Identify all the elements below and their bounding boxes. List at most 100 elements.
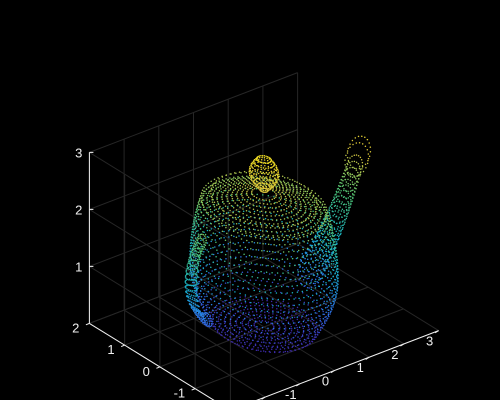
data-point: [196, 242, 198, 245]
data-point: [337, 280, 339, 282]
data-point: [295, 204, 297, 207]
data-point: [356, 174, 358, 177]
data-point: [196, 271, 198, 274]
data-point: [270, 178, 272, 180]
data-point: [276, 210, 279, 213]
data-point: [200, 258, 202, 261]
data-point: [345, 203, 347, 206]
data-point: [256, 177, 259, 180]
data-point: [207, 251, 210, 253]
data-point: [321, 277, 324, 279]
data-point: [299, 200, 302, 203]
data-point: [286, 285, 288, 288]
data-point: [296, 181, 298, 183]
data-point: [264, 205, 266, 208]
data-point: [245, 210, 248, 212]
data-point: [237, 279, 239, 281]
data-point: [191, 265, 194, 268]
data-point: [272, 298, 274, 301]
data-point: [243, 298, 246, 301]
data-point: [253, 324, 255, 327]
data-point: [236, 199, 238, 201]
data-point: [231, 326, 234, 329]
data-point: [242, 319, 245, 321]
data-point: [210, 187, 213, 189]
data-point: [271, 225, 274, 227]
data-point: [318, 279, 320, 281]
data-point: [200, 197, 202, 200]
data-point: [243, 263, 246, 266]
data-point: [347, 178, 349, 181]
data-point: [290, 202, 292, 204]
data-point: [287, 302, 289, 304]
data-point: [301, 261, 304, 264]
data-point: [273, 168, 276, 170]
data-point: [254, 182, 256, 185]
data-point: [234, 257, 237, 260]
data-point: [364, 136, 366, 139]
data-point: [295, 237, 297, 240]
data-point: [209, 315, 211, 318]
data-point: [359, 173, 362, 175]
data-point: [331, 199, 334, 202]
data-point: [214, 246, 216, 248]
data-point: [196, 212, 199, 215]
data-point: [317, 329, 319, 331]
data-point: [196, 206, 199, 208]
data-point: [342, 184, 345, 186]
data-point: [303, 190, 305, 193]
data-point: [314, 234, 317, 237]
data-point: [313, 249, 315, 252]
data-point: [246, 308, 249, 310]
data-point: [299, 227, 301, 230]
data-point: [198, 257, 200, 259]
data-point: [358, 177, 360, 180]
data-point: [332, 198, 335, 201]
data-point: [244, 267, 246, 270]
data-point: [217, 277, 220, 280]
data-point: [297, 244, 299, 247]
data-point: [286, 247, 289, 250]
data-point: [298, 209, 301, 212]
data-point: [204, 288, 206, 290]
data-point: [293, 298, 295, 300]
data-point: [197, 223, 200, 226]
data-point: [216, 330, 219, 332]
data-point: [251, 183, 253, 186]
data-point: [302, 278, 305, 281]
data-point: [187, 290, 189, 292]
data-point: [297, 321, 300, 324]
data-point: [237, 183, 240, 186]
data-point: [242, 325, 244, 327]
data-point: [303, 285, 305, 288]
data-point: [300, 205, 302, 207]
data-point: [318, 231, 320, 233]
data-point: [273, 170, 275, 173]
data-point: [334, 299, 336, 302]
data-point: [196, 270, 199, 273]
data-point: [194, 292, 197, 295]
data-point: [316, 272, 319, 275]
data-point: [299, 207, 302, 210]
data-point: [259, 237, 262, 240]
data-point: [242, 339, 244, 341]
data-point: [290, 331, 292, 334]
data-point: [300, 196, 303, 199]
data-point: [273, 332, 276, 334]
data-point: [234, 202, 236, 204]
data-point: [234, 216, 237, 219]
data-point: [261, 320, 264, 322]
data-point: [206, 322, 208, 325]
data-point: [266, 173, 269, 176]
data-point: [241, 322, 244, 325]
data-point: [246, 186, 249, 188]
data-point: [258, 178, 261, 181]
data-point: [201, 245, 203, 248]
data-point: [190, 273, 192, 275]
data-point: [252, 228, 255, 231]
data-point: [322, 221, 324, 223]
data-point: [296, 318, 299, 321]
data-point: [265, 187, 267, 190]
data-point: [215, 295, 217, 298]
